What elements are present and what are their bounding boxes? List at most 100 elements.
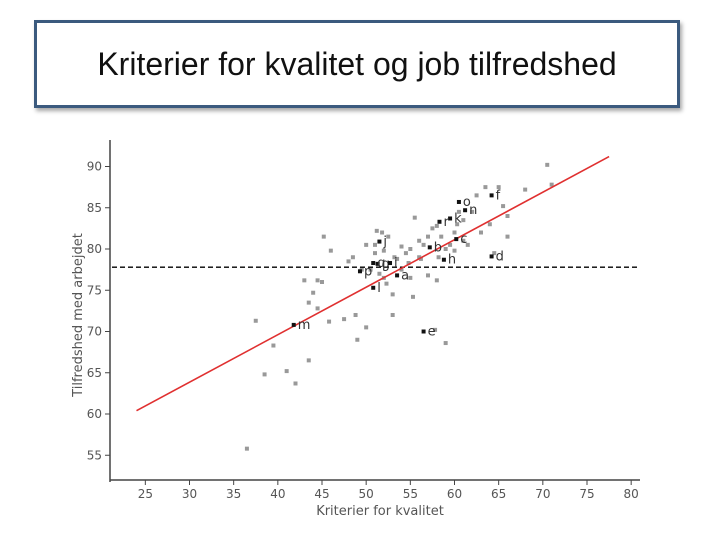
grey-point — [293, 381, 298, 386]
point-label: p — [364, 264, 372, 279]
labeled-point — [388, 261, 393, 266]
point-label: e — [428, 325, 436, 340]
grey-point — [386, 234, 391, 239]
grey-point — [320, 280, 324, 284]
labeled-point — [456, 199, 461, 204]
y-tick-label: 70 — [87, 325, 102, 339]
grey-point — [380, 230, 385, 235]
labeled-point — [427, 245, 432, 250]
labeled-point — [421, 329, 426, 334]
point-label: d — [496, 249, 504, 264]
grey-point — [408, 247, 413, 251]
grey-point — [302, 278, 307, 283]
grey-point — [417, 238, 422, 243]
grey-point — [496, 185, 501, 190]
grey-point — [399, 244, 404, 249]
labeled-point — [291, 322, 296, 327]
grey-point — [311, 290, 316, 295]
title-box: Kriterier for kvalitet og job tilfredshe… — [34, 20, 680, 108]
point-label: n — [469, 203, 477, 218]
grey-point — [433, 327, 438, 332]
point-label: o — [463, 195, 471, 210]
grey-point — [342, 317, 347, 322]
grey-point — [399, 267, 404, 272]
x-tick-label: 30 — [182, 487, 197, 501]
grey-point — [479, 230, 483, 235]
grey-point — [492, 251, 497, 256]
x-tick-label: 35 — [226, 487, 241, 501]
grey-point — [346, 259, 351, 264]
y-tick-label: 85 — [87, 201, 102, 215]
grey-point — [392, 255, 397, 260]
y-tick-label: 80 — [87, 242, 102, 256]
grey-point — [253, 318, 258, 323]
labeled-point — [437, 219, 442, 224]
grey-point — [373, 242, 377, 247]
point-label: h — [448, 253, 456, 268]
grey-point — [412, 215, 417, 220]
grey-point — [364, 325, 369, 330]
grey-point — [505, 214, 510, 218]
grey-point — [465, 242, 470, 247]
point-label: c — [460, 232, 467, 247]
grey-point — [443, 341, 448, 346]
labeled-point — [489, 193, 494, 198]
grey-point — [327, 319, 332, 324]
grey-point — [406, 261, 411, 266]
point-label: i — [394, 256, 398, 271]
labeled-point — [377, 239, 382, 244]
grey-point — [368, 267, 373, 272]
grey-point — [377, 271, 382, 276]
grey-point — [350, 255, 355, 260]
grey-point — [284, 369, 289, 374]
x-tick-label: 40 — [270, 487, 285, 501]
grey-point — [426, 234, 430, 239]
grey-point — [470, 209, 475, 214]
point-label: r — [443, 215, 449, 230]
grey-point — [306, 300, 311, 305]
grey-point — [452, 230, 457, 235]
scatter-chart: a b c d e f g h ij k l m no pq r 25 30 35 40 45 50 55 60 65 70 7… — [71, 140, 640, 519]
labeled-point — [448, 216, 453, 221]
x-tick-label: 65 — [491, 487, 506, 501]
y-axis-title: Tilfredshed med arbejdet — [71, 233, 86, 398]
labeled-point — [371, 261, 376, 266]
grey-point — [430, 226, 435, 231]
grey-point — [455, 222, 460, 227]
grey-point — [549, 182, 554, 187]
page-title: Kriterier for kvalitet og job tilfredshe… — [97, 45, 617, 82]
y-tick-label: 60 — [87, 407, 102, 421]
grey-point — [315, 278, 320, 283]
grey-point — [395, 256, 400, 261]
point-label: f — [496, 188, 501, 203]
grey-point — [374, 228, 379, 233]
labeled-points: a b c d e f g h ij k l m no pq r — [291, 188, 504, 340]
grey-point — [384, 281, 389, 286]
labeled-point — [454, 237, 459, 242]
grey-point — [421, 242, 426, 247]
x-tick-label: 70 — [535, 487, 550, 501]
grey-point — [390, 292, 395, 297]
grey-point — [262, 372, 267, 377]
labeled-point — [441, 257, 446, 262]
point-label: a — [401, 268, 409, 283]
grey-point — [410, 294, 415, 299]
grey-point — [328, 248, 333, 253]
grey-point — [408, 275, 413, 280]
grey-point — [456, 209, 461, 214]
point-label: b — [434, 240, 442, 255]
point-label: m — [298, 318, 311, 333]
grey-point — [505, 234, 510, 239]
grey-point — [545, 162, 550, 167]
grey-point — [523, 187, 528, 192]
grey-points — [244, 162, 554, 451]
grey-point — [321, 234, 326, 239]
y-tick-label: 65 — [87, 366, 102, 380]
labeled-point — [395, 273, 400, 278]
grey-point — [373, 251, 377, 256]
grey-point — [315, 306, 320, 311]
grey-point — [439, 234, 444, 239]
labeled-point — [463, 208, 468, 213]
grey-point — [443, 247, 448, 251]
regression-line — [136, 155, 610, 412]
